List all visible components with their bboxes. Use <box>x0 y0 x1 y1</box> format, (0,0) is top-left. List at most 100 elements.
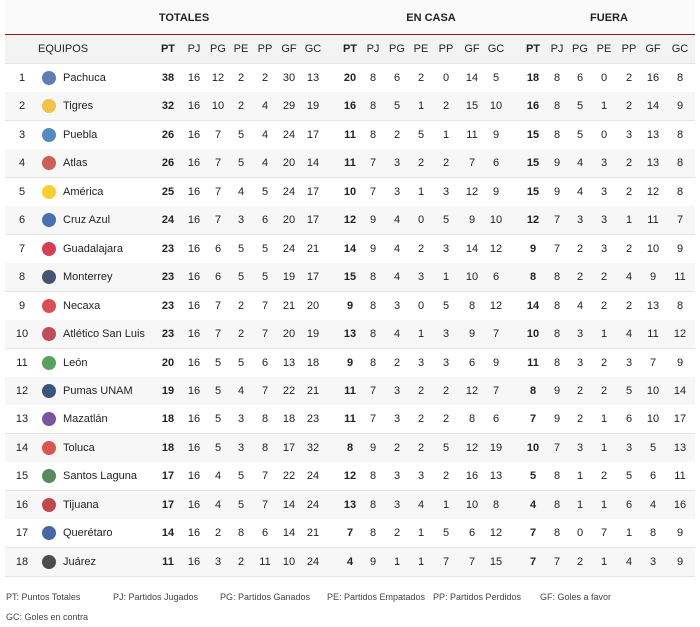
stat-cell: 4 <box>576 299 584 312</box>
team-name: Guadalajara <box>63 242 123 255</box>
stat-cell: 19 <box>161 384 175 397</box>
stat-cell: 14 <box>306 157 320 170</box>
stat-cell: 8 <box>676 185 684 198</box>
stat-cell: 5 <box>214 384 222 397</box>
stat-cell: 8 <box>553 470 561 483</box>
rank: 3 <box>18 128 26 141</box>
stat-cell: 9 <box>492 356 500 369</box>
stat-cell: 1 <box>417 100 425 113</box>
stat-cell: 2 <box>417 413 425 426</box>
stat-cell: 4 <box>346 555 354 568</box>
table-row <box>5 405 695 435</box>
stat-cell: 7 <box>553 214 561 227</box>
stat-cell: 23 <box>161 271 175 284</box>
stat-cell: 11 <box>527 356 539 369</box>
stat-cell: 20 <box>306 299 320 312</box>
stat-cell: 7 <box>261 299 269 312</box>
rank: 2 <box>18 100 26 113</box>
stat-cell: 6 <box>625 498 633 511</box>
stat-cell: 7 <box>369 157 377 170</box>
stat-cell: 12 <box>465 384 479 397</box>
team-name: Tijuana <box>63 498 99 511</box>
stat-cell: 3 <box>393 299 401 312</box>
stat-cell: 14 <box>161 527 175 540</box>
stat-cell: 0 <box>600 128 608 141</box>
stat-cell: 5 <box>442 299 450 312</box>
team-column-label: EQUIPOS <box>38 43 89 55</box>
stat-cell: 7 <box>468 555 476 568</box>
team-logo <box>42 526 56 541</box>
stat-cell: 6 <box>576 72 584 84</box>
stat-cell: 23 <box>306 413 320 426</box>
stat-cell: 5 <box>237 470 245 483</box>
stat-cell: 14 <box>526 299 540 312</box>
rank: 14 <box>15 441 29 454</box>
stat-cell: 8 <box>369 498 377 511</box>
stat-cell: 5 <box>261 271 269 284</box>
stat-cell: 6 <box>649 470 657 483</box>
stat-cell: 10 <box>211 100 225 113</box>
stat-cell: 3 <box>393 384 401 397</box>
stat-cell: 7 <box>529 527 537 540</box>
stat-cell: 6 <box>261 527 269 540</box>
stat-cell: 9 <box>369 555 377 568</box>
stat-cell: 10 <box>646 413 660 426</box>
stat-cell: 11 <box>259 555 271 568</box>
stat-cell: 32 <box>161 100 175 113</box>
stat-cell: 12 <box>489 527 503 540</box>
stat-cell: 8 <box>553 527 561 540</box>
rank: 1 <box>18 72 26 84</box>
stat-cell: 16 <box>187 128 201 141</box>
team-name: Querétaro <box>63 527 113 540</box>
stat-cell: 16 <box>187 498 201 511</box>
stat-cell: 8 <box>676 299 684 312</box>
stat-cell: 2 <box>442 413 450 426</box>
stat-cell: 6 <box>492 157 500 170</box>
stat-cell: 7 <box>553 242 561 255</box>
stat-cell: 16 <box>465 470 479 483</box>
stat-cell: 4 <box>393 214 401 227</box>
stat-cell: 2 <box>237 299 245 312</box>
rank: 11 <box>16 356 28 369</box>
stat-cell: 2 <box>576 271 584 284</box>
stat-cell: 9 <box>369 441 377 454</box>
table-row <box>5 206 695 236</box>
stat-cell: 10 <box>465 498 479 511</box>
stat-cell: 13 <box>343 498 357 511</box>
rank: 6 <box>18 214 26 227</box>
stat-cell: 8 <box>529 271 537 284</box>
stat-cell: 2 <box>625 185 633 198</box>
stat-cell: 9 <box>468 214 476 227</box>
stat-cell: 7 <box>261 498 269 511</box>
stat-cell: 9 <box>369 214 377 227</box>
stat-cell: 3 <box>442 328 450 341</box>
stat-cell: 17 <box>161 470 175 483</box>
legend-item: GF: Goles a favor <box>540 592 612 602</box>
stat-cell: 9 <box>676 555 684 568</box>
stat-cell: 30 <box>282 72 296 84</box>
stat-cell: 7 <box>214 214 222 227</box>
stat-cell: 3 <box>649 555 657 568</box>
stat-cell: 12 <box>343 214 357 227</box>
stat-cell: 2 <box>393 441 401 454</box>
stat-cell: 20 <box>343 72 357 84</box>
table-row <box>5 376 695 406</box>
stat-cell: 11 <box>674 271 686 284</box>
legend-item: PP: Partidos Perdidos <box>433 592 522 602</box>
stat-cell: 6 <box>261 214 269 227</box>
stat-cell: 2 <box>625 299 633 312</box>
stat-cell: 17 <box>306 185 320 198</box>
stat-cell: 13 <box>646 128 660 141</box>
table-row <box>5 263 695 293</box>
stat-cell: 16 <box>187 100 201 113</box>
stat-cell: 18 <box>161 441 175 454</box>
stat-cell: 7 <box>261 470 269 483</box>
stat-cell: 2 <box>442 157 450 170</box>
stat-cell: 13 <box>306 72 320 84</box>
stat-cell: 14 <box>282 527 296 540</box>
stat-cell: 2 <box>417 384 425 397</box>
stat-cell: 3 <box>214 555 222 568</box>
stat-cell: 5 <box>237 271 245 284</box>
stat-cell: 8 <box>468 413 476 426</box>
